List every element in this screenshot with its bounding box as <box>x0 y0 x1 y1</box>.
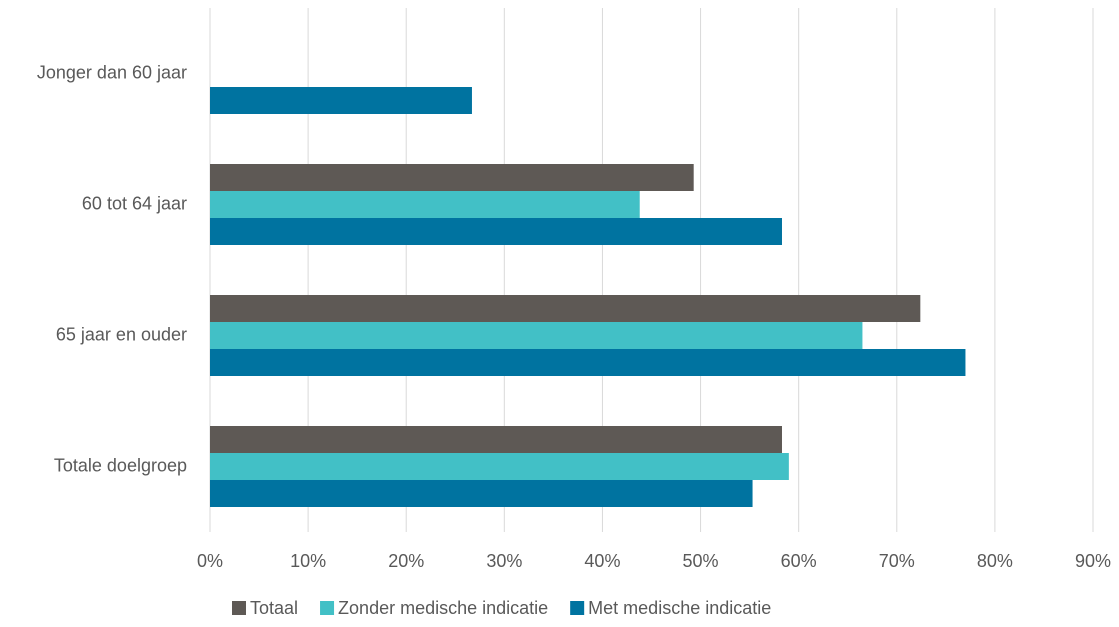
legend-swatch <box>232 601 246 615</box>
legend-swatch <box>320 601 335 615</box>
x-tick-label: 50% <box>683 551 719 571</box>
bar <box>210 426 782 453</box>
x-tick-label: 60% <box>781 551 817 571</box>
x-tick-label: 10% <box>290 551 326 571</box>
legend-swatch <box>570 601 585 615</box>
y-tick-label: Jonger dan 60 jaar <box>37 62 187 82</box>
x-tick-label: 80% <box>977 551 1013 571</box>
y-tick-label: Totale doelgroep <box>54 455 187 475</box>
bar <box>210 322 863 349</box>
bar <box>210 349 966 376</box>
bar <box>210 164 694 191</box>
x-tick-label: 20% <box>388 551 424 571</box>
y-tick-label: 65 jaar en ouder <box>56 324 187 344</box>
legend-label: Totaal <box>250 598 298 618</box>
x-tick-label: 70% <box>879 551 915 571</box>
bar <box>210 218 782 245</box>
bar <box>210 453 789 480</box>
bar <box>210 87 472 114</box>
bar <box>210 191 640 218</box>
x-tick-label: 30% <box>486 551 522 571</box>
bar <box>210 480 753 507</box>
legend-label: Zonder medische indicatie <box>338 598 548 618</box>
bar <box>210 295 921 322</box>
x-tick-label: 40% <box>584 551 620 571</box>
legend-label: Met medische indicatie <box>588 598 771 618</box>
y-tick-label: 60 tot 64 jaar <box>82 193 187 213</box>
x-tick-label: 0% <box>197 551 223 571</box>
x-tick-label: 90% <box>1075 551 1111 571</box>
